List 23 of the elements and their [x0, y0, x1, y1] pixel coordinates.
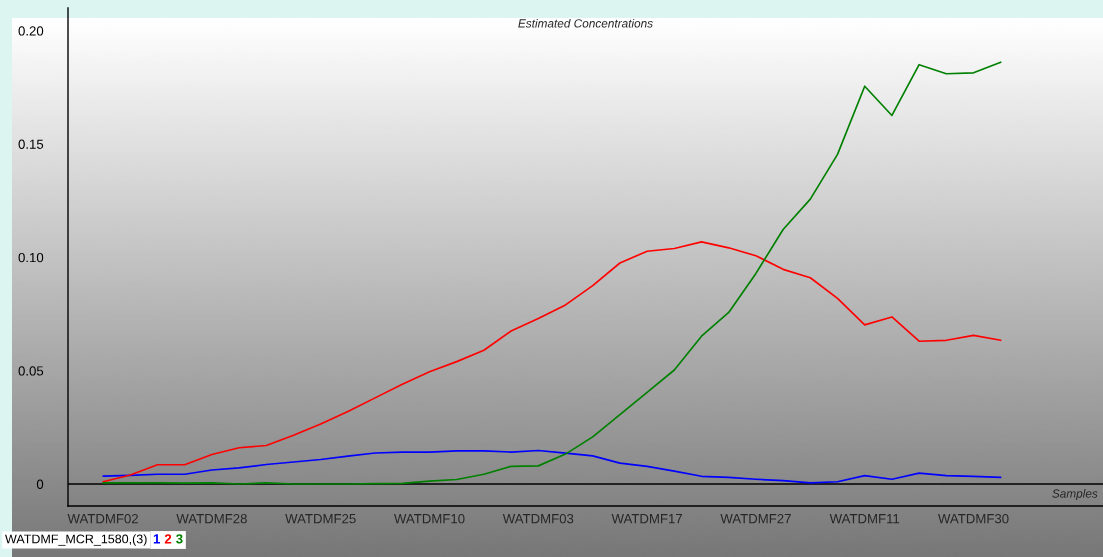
x-tick-label: WATDMF03: [502, 513, 574, 524]
y-tick-label: 0.15: [18, 139, 44, 149]
x-tick-label: WATDMF02: [67, 513, 138, 524]
x-tick-label: WATDMF27: [720, 513, 791, 524]
y-tick-label: 0.20: [18, 26, 44, 36]
line-series: [102, 61, 1002, 485]
x-tick-label: WATDMF11: [829, 514, 900, 524]
x-axis-title: Samples: [1052, 489, 1098, 501]
line-series: [102, 449, 1002, 484]
y-tick-label: 0: [36, 479, 44, 489]
line-series: [102, 241, 1002, 483]
text: 2: [164, 534, 172, 544]
y-tick-label: 0.10: [18, 252, 44, 263]
x-tick-label: WATDMF17: [611, 514, 682, 524]
text: 1: [153, 534, 160, 544]
legend-title: WATDMF_MCR_1580,(3): [5, 534, 147, 546]
x-tick-label: WATDMF30: [938, 513, 1009, 524]
x-tick-label: WATDMF10: [394, 513, 465, 524]
x-tick-label: WATDMF28: [176, 513, 247, 524]
x-tick-label: WATDMF25: [285, 513, 356, 524]
text: 3: [176, 534, 183, 544]
text: Estimated Concentrations: [518, 18, 653, 28]
y-tick-label: 0.05: [18, 366, 44, 376]
